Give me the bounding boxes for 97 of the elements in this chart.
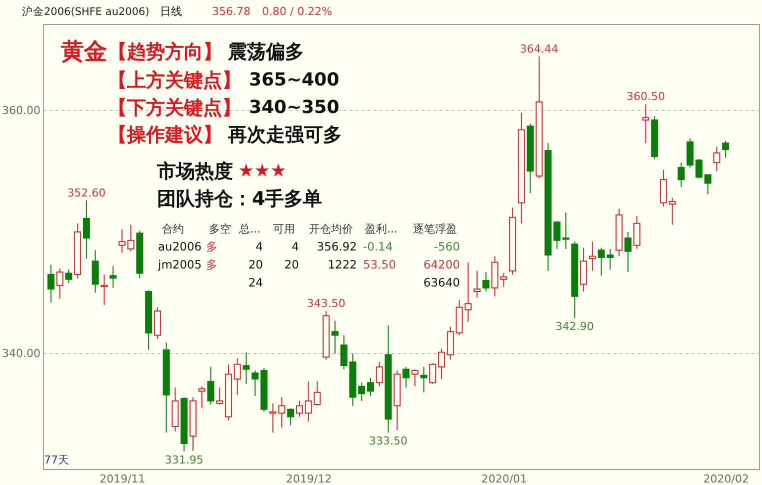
annotation: 再次走强可多 xyxy=(227,124,342,146)
candlestick xyxy=(588,241,596,272)
candlestick xyxy=(482,272,490,292)
candlestick xyxy=(296,400,303,418)
annotation: 4 xyxy=(256,240,263,254)
annotation: 黄金 xyxy=(60,39,107,66)
y-tick-label: 340.00 xyxy=(2,346,40,360)
annotation: 盈利... xyxy=(365,222,398,236)
candlestick xyxy=(713,146,720,172)
chart-title: 沪金2006(SHFE au2006) xyxy=(22,5,150,18)
candlestick xyxy=(429,362,436,384)
annotation: 【下方关键点】 xyxy=(108,96,241,119)
annotation: 震荡偏多 xyxy=(227,41,304,64)
candlestick xyxy=(704,174,712,195)
candlestick xyxy=(65,269,72,284)
annotation: 64200 xyxy=(423,258,460,272)
annotation: -0.14 xyxy=(363,240,393,254)
candlestick xyxy=(402,366,410,388)
candlestick xyxy=(216,387,224,406)
annotation: ★★★ xyxy=(238,160,286,182)
candlestick xyxy=(695,158,702,179)
candlestick xyxy=(100,274,108,306)
annotation: 340~350 xyxy=(249,96,340,118)
candlestick xyxy=(118,228,126,254)
annotation: 63640 xyxy=(423,276,460,290)
text: 日线 xyxy=(160,5,182,18)
annotation: -560 xyxy=(434,240,460,254)
candlestick xyxy=(242,352,250,384)
annotation: 356.92 xyxy=(316,240,357,254)
annotation: 53.50 xyxy=(363,258,396,272)
candlestick xyxy=(287,408,294,426)
annotation: 342.90 xyxy=(555,320,594,334)
candlestick xyxy=(56,268,64,300)
candlestick xyxy=(642,104,650,144)
annotation: 20 xyxy=(248,258,263,272)
annotation: 开仓均价 xyxy=(309,222,353,236)
annotation: jm2005 xyxy=(157,258,202,272)
candlestick xyxy=(553,220,560,250)
candlestick xyxy=(332,320,338,354)
candlestick xyxy=(438,348,446,380)
candlestick xyxy=(474,270,481,298)
annotation: 331.95 xyxy=(164,453,204,466)
annotation: 20 xyxy=(284,258,299,272)
annotation: 365~400 xyxy=(249,70,340,91)
annotation: 团队持仓：4手多单 xyxy=(157,188,322,210)
candlestick xyxy=(92,250,99,294)
candlestick xyxy=(420,366,428,393)
annotation: 总... xyxy=(238,222,260,236)
y-tick-label: 360.00 xyxy=(2,104,40,117)
candlestick xyxy=(340,334,348,370)
x-tick-label: 2019/12 xyxy=(286,472,332,485)
candlestick xyxy=(686,138,694,168)
annotation: 多空 xyxy=(209,222,231,236)
annotation: 4 xyxy=(292,240,299,254)
annotation: 77天 xyxy=(44,454,69,467)
candlestick xyxy=(411,368,418,387)
annotation: 24 xyxy=(248,276,263,290)
candlestick xyxy=(624,231,632,273)
candlestick xyxy=(580,247,588,292)
candlestick xyxy=(207,366,214,406)
annotation: 多 xyxy=(206,258,218,272)
candlestick xyxy=(367,377,374,397)
candlestick xyxy=(668,197,676,226)
annotation: 市场热度 xyxy=(156,160,233,183)
candlestick xyxy=(633,216,640,250)
annotation: 可用 xyxy=(273,222,295,236)
annotation: 多 xyxy=(206,240,218,254)
annotation: 333.50 xyxy=(369,434,408,448)
candlestick xyxy=(82,200,90,260)
candlestick xyxy=(376,362,383,387)
annotation: 352.60 xyxy=(67,186,106,200)
annotation: 【上方关键点】 xyxy=(108,70,241,92)
annotation: 逐笔浮盈 xyxy=(413,222,457,236)
candlestick xyxy=(198,386,206,409)
candlestick xyxy=(110,265,117,288)
annotation: 360.50 xyxy=(626,90,665,104)
annotation: 【趋势方向】 xyxy=(108,41,222,64)
candlestick xyxy=(446,326,454,360)
annotation: 1222 xyxy=(328,258,357,272)
candlestick xyxy=(234,358,241,396)
text: 356.78 xyxy=(212,5,250,18)
annotation: 合约 xyxy=(162,222,184,236)
candlestick xyxy=(678,162,685,188)
candlestick xyxy=(660,169,667,207)
x-tick-label: 2020/01 xyxy=(481,472,528,485)
x-tick-label: 2020/02 xyxy=(703,472,749,485)
annotation: 343.50 xyxy=(306,296,346,310)
candlestick xyxy=(252,370,259,397)
candlestick xyxy=(722,140,730,158)
candlestick xyxy=(562,212,570,250)
annotation: 【操作建议】 xyxy=(108,124,222,146)
candlestick xyxy=(127,224,134,252)
x-tick-label: 2019/11 xyxy=(100,472,146,485)
annotation: 364.44 xyxy=(520,42,558,56)
annotation: au2006 xyxy=(158,240,202,254)
text: 0.80 / 0.22% xyxy=(262,5,332,18)
candlestick xyxy=(47,264,54,303)
